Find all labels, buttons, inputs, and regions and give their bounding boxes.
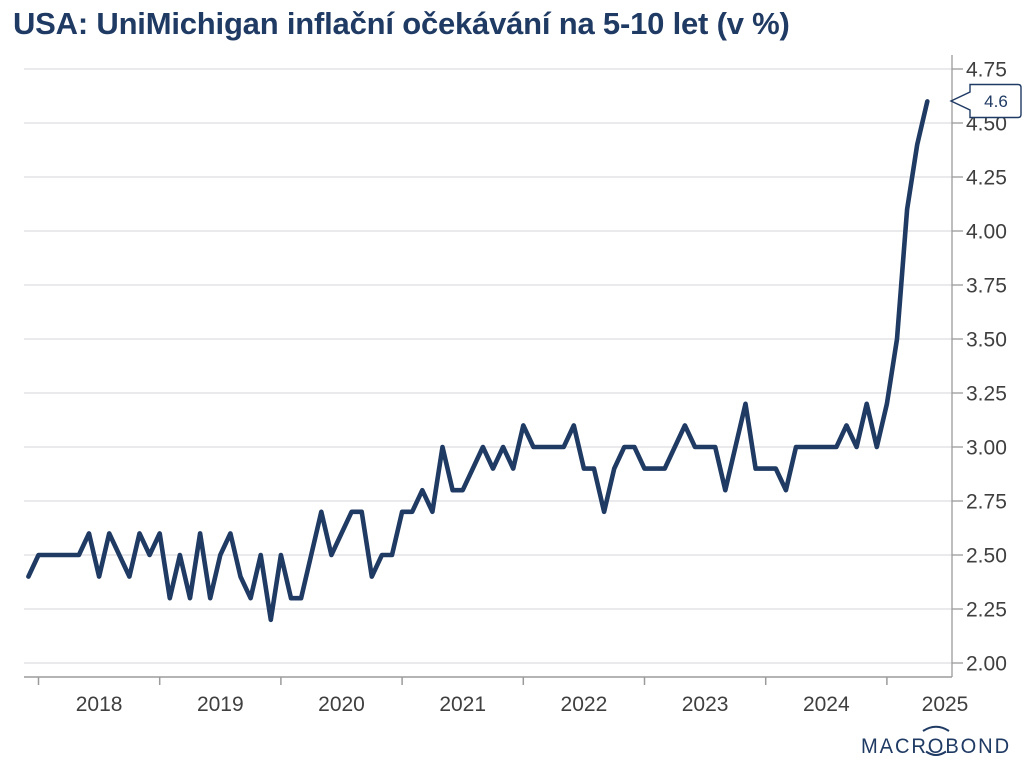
x-tick-label: 2019 <box>197 693 244 716</box>
y-tick-label: 4.50 <box>966 113 1007 136</box>
x-tick-label: 2018 <box>76 693 123 716</box>
x-tick-label: 2025 <box>922 693 969 716</box>
y-tick-label: 3.50 <box>966 329 1007 352</box>
callout-value: 4.6 <box>984 92 1008 111</box>
y-tick-label: 3.00 <box>966 437 1007 460</box>
page-title: USA: UniMichigan inflační očekávání na 5… <box>13 6 790 41</box>
data-line <box>26 99 930 623</box>
axes <box>24 55 963 685</box>
x-tick-label: 2023 <box>682 693 729 716</box>
y-tick-label: 2.75 <box>966 491 1007 514</box>
x-tick-label: 2021 <box>439 693 486 716</box>
macrobond-logo: MACROBOND <box>861 725 1011 758</box>
y-tick-label: 3.25 <box>966 383 1007 406</box>
x-tick-label: 2020 <box>318 693 365 716</box>
macrobond-logo-text: MACROBOND <box>861 735 1011 758</box>
y-axis-labels: 2.00 2.25 2.50 2.75 3.00 3.25 3.50 3.75 4.00 4.25… <box>966 59 1007 676</box>
last-value-callout: 4.6 <box>949 83 1022 119</box>
x-tick-label: 2022 <box>561 693 608 716</box>
y-tick-label: 4.75 <box>966 59 1007 82</box>
y-tick-label: 2.25 <box>966 599 1007 622</box>
y-tick-label: 4.25 <box>966 167 1007 190</box>
logo-orbit-bottom-arc <box>925 750 947 756</box>
gridlines <box>24 68 952 664</box>
callout-bubble <box>949 83 1022 119</box>
x-axis-labels: 2018 2019 2020 2021 2022 2023 2024 2025 <box>76 693 969 716</box>
y-tick-label: 2.50 <box>966 545 1007 568</box>
y-tick-label: 2.00 <box>966 653 1007 676</box>
y-tick-label: 3.75 <box>966 275 1007 298</box>
x-tick-label: 2024 <box>803 693 850 716</box>
y-tick-label: 4.00 <box>966 221 1007 244</box>
logo-orbit-top-arc <box>922 725 950 732</box>
